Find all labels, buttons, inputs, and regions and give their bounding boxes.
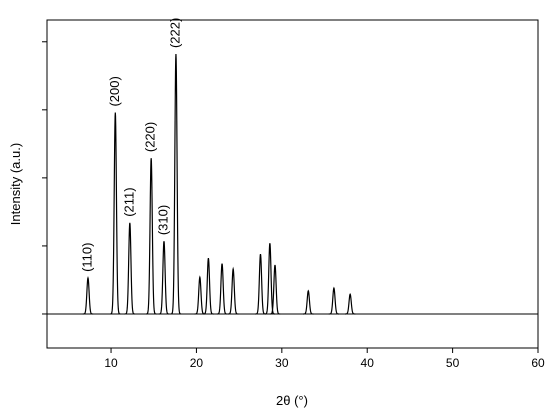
peak — [82, 275, 94, 315]
x-axis-label: 2θ (°) — [276, 393, 308, 408]
x-tick-label: 20 — [190, 356, 204, 370]
plot-frame — [46, 19, 539, 349]
peak — [110, 112, 121, 315]
peak — [255, 253, 266, 315]
peak — [146, 158, 157, 315]
peak — [345, 293, 356, 315]
peak-label: (222) — [167, 18, 182, 48]
peak-label: (211) — [121, 187, 136, 216]
peak-label: (110) — [79, 243, 94, 272]
x-tick-label: 40 — [361, 356, 375, 370]
peak — [216, 263, 228, 315]
peak — [194, 275, 205, 315]
peak — [269, 264, 281, 315]
peak — [203, 258, 214, 315]
peak — [158, 241, 170, 315]
peak — [264, 243, 275, 315]
peak-label: (310) — [155, 205, 170, 235]
peak — [228, 266, 239, 315]
x-tick-label: 50 — [446, 356, 460, 370]
x-tick-label: 10 — [104, 356, 118, 370]
x-tick-label: 30 — [275, 356, 289, 370]
peak-label: (200) — [107, 76, 122, 106]
y-axis-label: Intensity (a.u.) — [8, 143, 23, 225]
peak — [328, 286, 340, 315]
peak-label: (220) — [143, 122, 158, 152]
x-tick-label: 60 — [531, 356, 545, 370]
peak — [303, 289, 314, 315]
peak — [124, 222, 135, 315]
peak — [170, 53, 182, 315]
